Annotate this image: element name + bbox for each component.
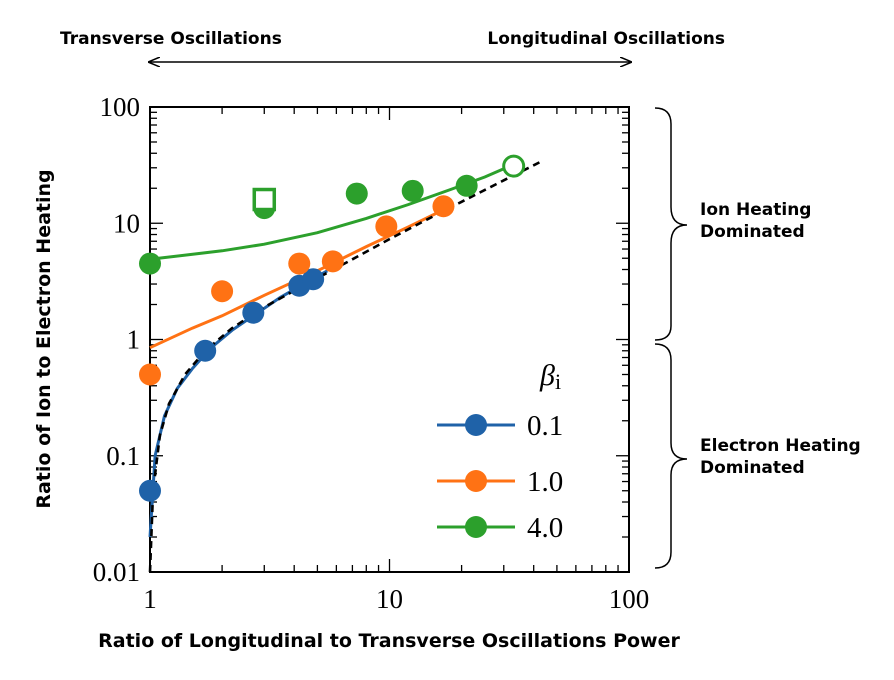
legend-entries: 0.1 1.0 4.0 [437,410,563,544]
top-label-longitudinal: Longitudinal Oscillations [487,29,725,49]
tick-labels-layer: 1 10 100 0.01 0.1 1 10 100 [93,92,650,614]
data-point-beta-1.0 [139,363,161,386]
side-label-electron-1: Electron Heating [700,436,861,456]
data-point-beta-1.0 [211,280,234,303]
y-tick-label: 10 [113,208,140,238]
x-tick-label: 10 [376,584,403,614]
legend-title: βi [539,359,561,394]
y-tick-label: 0.01 [93,557,140,587]
data-point-beta-4.0 [139,252,161,275]
open-square-point-beta-4.0 [252,187,277,212]
fit-line-beta-0.1 [148,269,329,538]
legend-title-subscript: i [555,369,561,394]
data-point-beta-0.1 [242,301,265,324]
data-point-beta-0.1 [302,268,325,291]
side-label-ion-1: Ion Heating [700,200,811,220]
ticks-layer [149,107,629,573]
data-point-beta-4.0 [455,174,478,197]
legend: βi 0.1 1.0 4.0 [437,359,563,544]
brace-electron [654,343,688,569]
legend-label-beta-0.1: 0.1 [527,410,563,442]
top-label-transverse: Transverse Oscillations [60,29,282,49]
y-tick-label: 0.1 [106,441,140,471]
points-layer [139,154,526,502]
lines-layer [148,160,542,573]
data-point-beta-1.0 [321,250,344,273]
y-tick-label: 1 [127,325,141,355]
legend-title-symbol: β [539,359,555,392]
y-tick-label: 100 [100,92,141,122]
legend-marker-beta-1.0 [465,470,487,492]
x-tick-label: 1 [143,584,157,614]
legend-marker-beta-4.0 [465,516,487,538]
data-point-beta-0.1 [194,339,217,362]
data-point-beta-1.0 [375,215,398,238]
legend-label-beta-4.0: 4.0 [527,512,563,544]
data-point-beta-1.0 [432,195,455,218]
data-point-beta-4.0 [345,182,368,205]
data-point-beta-4.0 [401,179,424,202]
open-circle-point-beta-4.0 [502,154,526,178]
data-point-beta-1.0 [288,252,311,275]
legend-label-beta-1.0: 1.0 [527,466,563,498]
side-label-electron-2: Dominated [700,458,805,478]
y-axis-title: Ratio of Ion to Electron Heating [33,169,55,508]
legend-marker-beta-0.1 [465,414,487,436]
data-point-beta-0.1 [139,479,161,502]
x-axis-title: Ratio of Longitudinal to Transverse Osci… [98,630,680,652]
x-tick-label: 100 [609,584,650,614]
brace-ion [654,107,688,341]
side-label-ion-2: Dominated [700,222,805,242]
